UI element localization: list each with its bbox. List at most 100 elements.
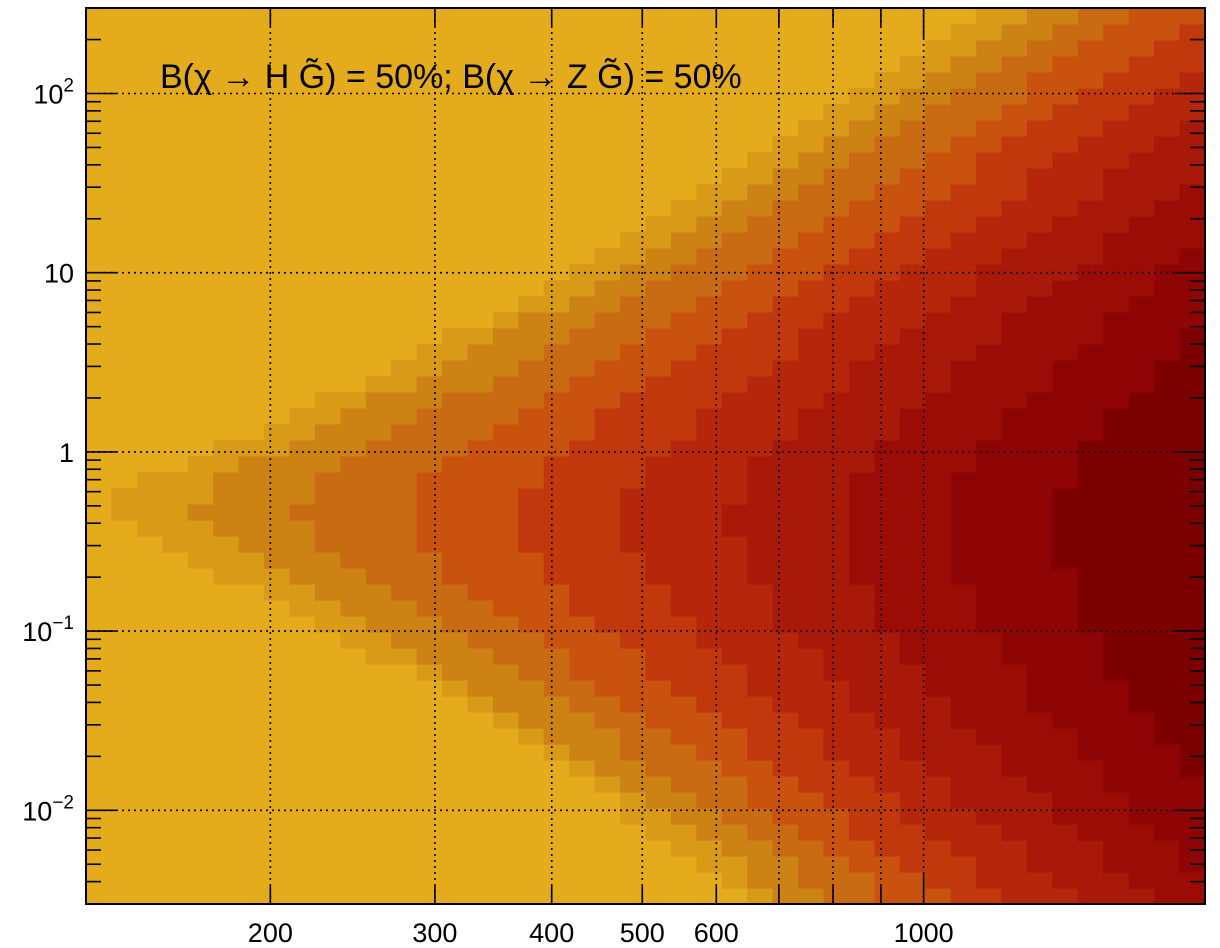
heatmap-cell [976,504,1003,521]
heatmap-cell [645,488,672,505]
heatmap-cell [848,552,875,569]
heatmap-cell [340,424,367,441]
heatmap-cell [950,712,977,729]
heatmap-cell [1001,600,1028,617]
heatmap-cell [442,584,469,601]
heatmap-cell [747,440,774,457]
heatmap-cell [492,392,519,409]
heatmap-cell [238,568,265,585]
heatmap-cell [823,696,850,713]
heatmap-cell [416,568,443,585]
heatmap-cell [874,88,901,105]
heatmap-cell [1179,680,1206,697]
heatmap-cell [594,760,621,777]
heatmap-cell [1154,216,1181,233]
heatmap-cell [416,552,443,569]
heatmap-cell [925,552,952,569]
heatmap-cell [1128,664,1155,681]
heatmap-cell [798,136,825,153]
heatmap-cell [518,584,545,601]
heatmap-cell [187,456,214,473]
heatmap-cell [162,504,189,521]
heatmap-cell [798,312,825,329]
heatmap-cell [594,712,621,729]
heatmap-cell [365,472,392,489]
heatmap-cell [772,584,799,601]
y-tick-label: 10−2 [22,792,74,826]
heatmap-cell [925,824,952,841]
heatmap-cell [848,472,875,489]
heatmap-cell [314,440,341,457]
heatmap-cell [645,696,672,713]
heatmap-cell [594,600,621,617]
heatmap-cell [1001,88,1028,105]
heatmap-cell [1001,136,1028,153]
heatmap-cell [1052,280,1079,297]
heatmap-cell [645,504,672,521]
heatmap-cell [976,744,1003,761]
heatmap-cells [86,8,1206,905]
heatmap-cell [645,600,672,617]
heatmap-cell [645,744,672,761]
heatmap-cell [442,568,469,585]
heatmap-cell [492,584,519,601]
heatmap-cell [976,872,1003,889]
heatmap-cell [798,856,825,873]
heatmap-cell [1154,616,1181,633]
heatmap-cell [925,488,952,505]
heatmap-cell [492,616,519,633]
heatmap-cell [1103,360,1130,377]
heatmap-cell [772,376,799,393]
heatmap-cell [289,600,316,617]
heatmap-cell [1154,296,1181,313]
heatmap-cell [492,440,519,457]
heatmap-cell [365,552,392,569]
heatmap-cell [1179,408,1206,425]
heatmap-cell [798,152,825,169]
heatmap-cell [518,616,545,633]
heatmap-cell [798,120,825,137]
heatmap-cell [1026,824,1054,841]
heatmap-cell [899,72,926,89]
heatmap-cell [1001,728,1028,745]
heatmap-cell [976,456,1003,473]
heatmap-cell [467,424,494,441]
heatmap-cell [925,232,952,249]
heatmap-cell [950,488,977,505]
heatmap-cell [1154,792,1181,809]
heatmap-cell [645,456,672,473]
heatmap-cell [340,552,367,569]
heatmap-cell [543,568,570,585]
heatmap-cell [1026,616,1054,633]
heatmap-cell [1052,632,1079,649]
heatmap-cell [1077,888,1104,905]
heatmap-cell [848,424,875,441]
heatmap-cell [976,152,1003,169]
heatmap-cell [518,376,545,393]
heatmap-cell [1128,472,1155,489]
heatmap-cell [620,536,647,553]
heatmap-cell [696,520,723,537]
heatmap-cell [696,440,723,457]
heatmap-cell [1052,136,1079,153]
heatmap-cell [1001,632,1028,649]
heatmap-cell [925,472,952,489]
heatmap-cell [747,520,774,537]
heatmap-cell [391,408,418,425]
heatmap-cell [289,520,316,537]
heatmap-cell [798,760,825,777]
heatmap-cell [1052,808,1079,825]
heatmap-cell [442,344,469,361]
heatmap-cell [848,504,875,521]
heatmap-cell [1026,168,1054,185]
heatmap-cell [798,488,825,505]
heatmap-cell [1077,296,1104,313]
heatmap-cell [1026,584,1054,601]
heatmap-cell [798,248,825,265]
heatmap-cell [670,808,697,825]
heatmap-cell [594,456,621,473]
heatmap-cell [696,856,723,873]
heatmap-cell [645,360,672,377]
heatmap-cell [1052,392,1079,409]
heatmap-cell [772,312,799,329]
